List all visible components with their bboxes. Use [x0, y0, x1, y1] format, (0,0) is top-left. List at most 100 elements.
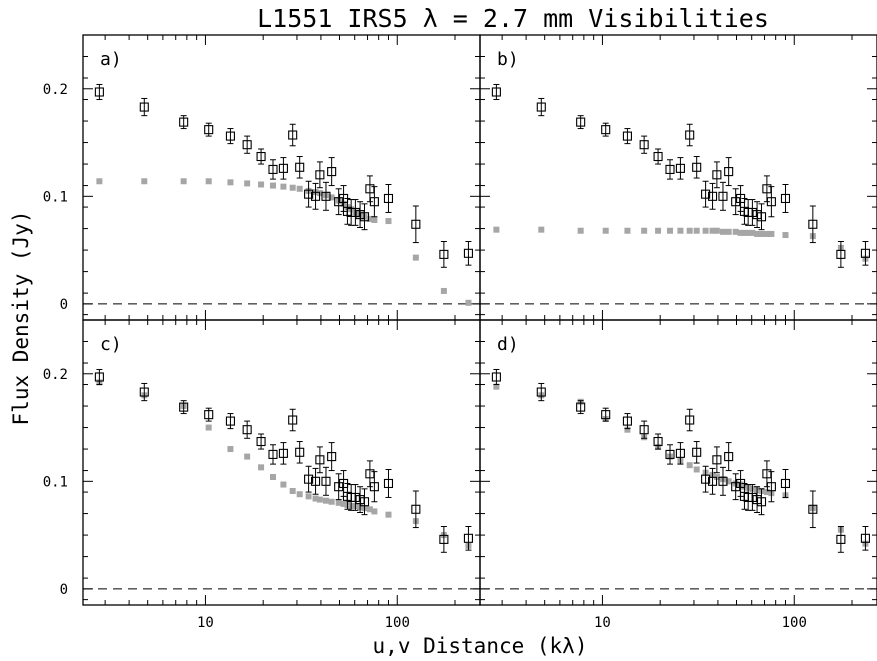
observed-point	[731, 482, 741, 492]
plot-area: 0 0.1 0.2 a) b) 0 0.1 0.2 10 100 c) 10 100 d)	[43, 34, 877, 631]
model-point	[316, 496, 323, 503]
observed-point	[780, 478, 791, 489]
model-point	[412, 254, 419, 261]
model-point	[244, 180, 251, 187]
model-point	[205, 178, 212, 185]
model-point	[328, 194, 335, 201]
panel-d: 10 100 d)	[479, 319, 877, 631]
model-point	[677, 227, 684, 234]
observed-point	[731, 197, 741, 207]
model-point	[322, 497, 329, 504]
model-point	[655, 227, 662, 234]
model-point	[258, 181, 265, 188]
x-tick-label: 10	[197, 615, 214, 631]
observed-point	[334, 482, 344, 492]
observed-point	[310, 191, 321, 201]
observed-point	[707, 476, 718, 486]
observed-point	[315, 170, 325, 180]
observed-point	[411, 504, 421, 514]
model-point	[269, 182, 276, 189]
observed-point	[747, 207, 757, 218]
model-point	[258, 464, 265, 471]
observed-point	[204, 410, 214, 420]
model-point	[624, 426, 631, 433]
observed-point	[766, 197, 776, 207]
observed-point	[860, 248, 870, 258]
observed-point	[491, 372, 501, 382]
observed-point	[139, 102, 149, 112]
y-tick-label: 0	[60, 582, 68, 598]
y-tick-label: 0.2	[43, 82, 68, 98]
model-point	[666, 227, 673, 234]
observed-point	[639, 140, 649, 150]
model-point	[641, 227, 648, 234]
model-point	[366, 215, 373, 222]
observed-point	[653, 436, 663, 447]
model-point	[312, 495, 319, 502]
model-point	[719, 228, 726, 235]
observed-point	[350, 492, 360, 503]
model-point	[737, 229, 744, 236]
observed-point	[747, 492, 757, 503]
observed-point	[295, 162, 305, 172]
observed-point	[242, 425, 252, 435]
observed-point	[321, 191, 331, 201]
model-point	[227, 179, 234, 186]
observed-point	[439, 534, 449, 544]
y-tick-label: 0.1	[43, 189, 68, 205]
observed-point	[204, 125, 214, 135]
observed-point	[639, 425, 649, 435]
observed-point	[304, 189, 314, 199]
observed-point	[359, 212, 370, 222]
observed-point	[310, 476, 321, 486]
observed-point	[139, 387, 149, 397]
observed-point	[94, 87, 104, 97]
observed-point	[179, 402, 189, 412]
observed-point	[278, 163, 288, 173]
observed-point	[860, 533, 870, 543]
model-point	[340, 500, 347, 507]
observed-point	[288, 415, 298, 425]
observed-point	[225, 416, 235, 426]
observed-point	[622, 131, 632, 141]
observed-point	[359, 497, 370, 507]
observed-point	[256, 436, 266, 447]
panel-label: a)	[100, 49, 122, 70]
model-point	[493, 383, 500, 390]
observed-point	[350, 207, 360, 218]
observed-point	[685, 415, 695, 425]
observed-point	[836, 249, 846, 259]
observed-point	[601, 410, 611, 420]
model-point	[749, 229, 756, 236]
model-point	[754, 230, 761, 237]
observed-point	[365, 184, 375, 194]
model-point	[280, 183, 287, 190]
model-point	[725, 228, 732, 235]
model-point	[371, 216, 378, 223]
model-point	[296, 491, 303, 498]
observed-point	[288, 130, 298, 140]
observed-point	[653, 151, 663, 162]
observed-point	[536, 387, 546, 397]
model-point	[493, 226, 500, 233]
observed-point	[321, 476, 331, 486]
observed-point	[675, 448, 685, 458]
observed-point	[766, 482, 776, 492]
model-point	[725, 478, 732, 485]
model-point	[624, 227, 631, 234]
model-point	[713, 227, 720, 234]
observed-point	[369, 197, 379, 207]
model-point	[686, 227, 693, 234]
observed-point	[576, 117, 586, 127]
y-tick-label: 0.2	[43, 367, 68, 383]
panel-a: 0 0.1 0.2 a)	[43, 34, 481, 321]
observed-point	[463, 248, 473, 258]
x-tick-label: 100	[385, 615, 410, 631]
model-point	[732, 228, 739, 235]
model-point	[289, 184, 296, 191]
model-point	[205, 424, 212, 431]
observed-point	[808, 504, 818, 514]
observed-point	[278, 448, 288, 458]
observed-point	[724, 167, 734, 177]
